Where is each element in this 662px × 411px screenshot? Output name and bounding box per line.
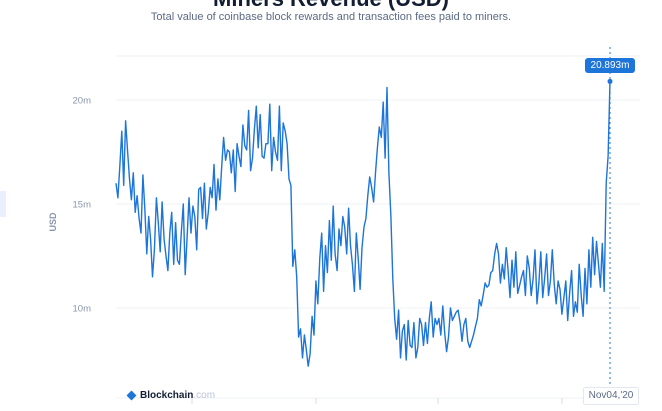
watermark-suffix: .com bbox=[193, 389, 216, 401]
y-tick-label-20m: 20m bbox=[73, 96, 92, 107]
series-line bbox=[115, 81, 611, 367]
y-tick-label-15m: 15m bbox=[73, 200, 92, 211]
blockchain-logo-icon bbox=[126, 390, 137, 400]
value-tooltip: 20.893m bbox=[585, 58, 635, 73]
chart-title: Miners Revenue (USD) bbox=[0, 0, 662, 12]
blockchain-watermark: Blockchain .com bbox=[126, 389, 216, 401]
chart-subtitle: Total value of coinbase block rewards an… bbox=[150, 11, 512, 23]
y-tick-label-10m: 10m bbox=[73, 304, 92, 315]
crosshair-date-label: Nov04,'20 bbox=[583, 387, 639, 405]
watermark-brand: Blockchain bbox=[140, 389, 194, 401]
last-point-marker bbox=[607, 78, 613, 84]
left-edge-panel bbox=[0, 191, 6, 217]
